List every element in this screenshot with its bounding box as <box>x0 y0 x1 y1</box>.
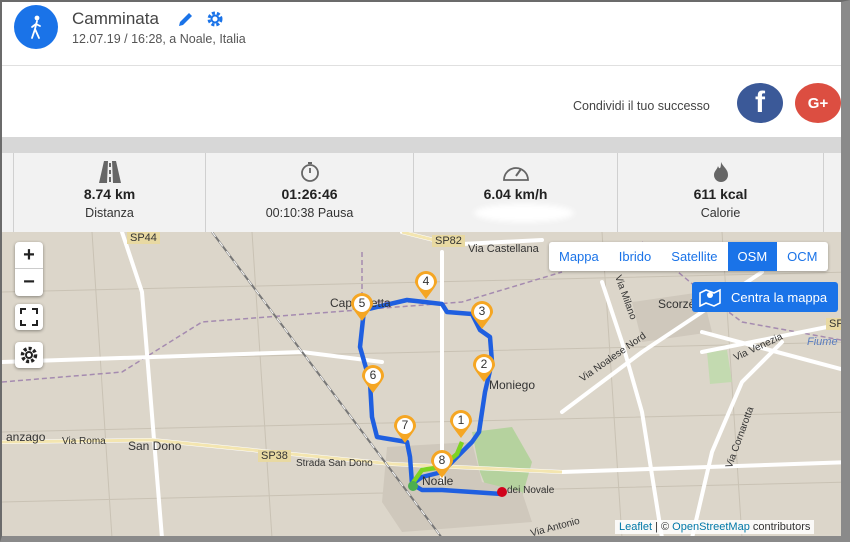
waypoint-marker[interactable]: 3 <box>470 301 494 331</box>
waypoint-number: 2 <box>480 357 488 371</box>
map-settings-button[interactable] <box>15 342 43 368</box>
waypoint-number: 8 <box>438 453 446 467</box>
waypoint-number: 7 <box>401 418 409 432</box>
stat-value: 611 kcal <box>693 186 748 202</box>
place-label: San Dono <box>128 439 182 453</box>
attribution-suffix: contributors <box>749 521 811 533</box>
waypoint-marker[interactable]: 4 <box>414 271 438 301</box>
stat-value: 8.74 km <box>83 186 136 202</box>
stat-label: Calorie <box>700 206 741 220</box>
zoom-in-button[interactable]: + <box>15 242 43 269</box>
zoom-out-button[interactable]: − <box>23 271 35 293</box>
fullscreen-icon <box>20 308 38 326</box>
fullscreen-button[interactable] <box>15 304 43 330</box>
divider-band <box>2 137 841 153</box>
map-center-icon <box>699 288 721 307</box>
stats-spacer <box>2 153 14 232</box>
gear-icon[interactable] <box>206 10 224 33</box>
stat-distance: 8.74 km Distanza <box>14 153 206 232</box>
stat-label: 00:10:38 Pausa <box>265 206 354 220</box>
zoom-control: + − <box>15 242 43 296</box>
stopwatch-icon <box>206 161 413 185</box>
speedometer-icon <box>414 161 617 185</box>
layer-ocm[interactable]: OCM <box>787 249 818 264</box>
walking-person-icon <box>14 5 58 49</box>
place-label: Moniego <box>489 378 536 392</box>
share-label: Condividi il tuo successo <box>573 99 710 113</box>
layer-ibrido[interactable]: Ibrido <box>618 249 652 264</box>
river-label: Fiume <box>807 336 838 348</box>
street-label: dei Novale <box>507 485 555 496</box>
waypoint-number: 6 <box>369 368 377 382</box>
map-attribution: Leaflet | © OpenStreetMap contributors <box>615 520 815 534</box>
stats-bar: 8.74 km Distanza 01:26:46 00:10:38 Pausa… <box>2 153 841 232</box>
waypoint-number: 4 <box>422 274 430 288</box>
activity-title: Camminata <box>72 9 159 28</box>
map-layer-switcher: Mappa Ibrido Satellite OSM OCM <box>549 242 828 271</box>
road-label: SP38 <box>258 450 291 462</box>
waypoint-marker[interactable]: 5 <box>350 293 374 323</box>
leaflet-link[interactable]: Leaflet <box>619 521 653 533</box>
pencil-icon[interactable] <box>177 10 195 33</box>
waypoint-marker[interactable]: 7 <box>393 415 417 445</box>
stat-label: Distanza <box>85 206 134 220</box>
layer-osm[interactable]: OSM <box>727 242 778 271</box>
activity-header: Camminata 12.07.19 / 16:28, a Noale, Ita… <box>2 2 841 66</box>
road-icon <box>14 161 205 185</box>
attribution-separator: | © <box>652 521 673 533</box>
place-label: anzago <box>6 430 46 444</box>
center-map-button[interactable]: Centra la mappa <box>692 282 838 312</box>
center-map-label: Centra la mappa <box>731 289 828 305</box>
activity-subtitle: 12.07.19 / 16:28, a Noale, Italia <box>72 32 246 46</box>
waypoint-marker[interactable]: 8 <box>430 450 454 480</box>
stat-value: 6.04 km/h <box>483 186 548 202</box>
osm-link[interactable]: OpenStreetMap <box>672 521 750 533</box>
waypoint-marker[interactable]: 2 <box>472 354 496 384</box>
facebook-share-button[interactable]: f <box>737 83 783 123</box>
stat-calories: 611 kcal Calorie <box>618 153 824 232</box>
road-label: SP5 <box>826 318 841 330</box>
waypoint-number: 3 <box>478 304 486 318</box>
flame-icon <box>618 161 823 185</box>
google-plus-share-button[interactable]: G+ <box>795 83 841 123</box>
waypoint-number: 1 <box>457 413 465 427</box>
stat-value: 01:26:46 <box>281 186 338 202</box>
street-label: Strada San Dono <box>296 458 373 469</box>
waypoint-marker[interactable]: 1 <box>449 410 473 440</box>
stat-duration: 01:26:46 00:10:38 Pausa <box>206 153 414 232</box>
waypoint-number: 5 <box>358 296 366 310</box>
road-label: SP82 <box>432 235 465 247</box>
place-label: Noale <box>422 474 454 488</box>
place-label: Scorzè <box>658 297 696 311</box>
street-label: Via Roma <box>62 436 106 447</box>
gear-icon <box>20 346 38 364</box>
stat-speed: 6.04 km/h <box>414 153 618 232</box>
waypoint-marker[interactable]: 6 <box>361 365 385 395</box>
layer-mappa[interactable]: Mappa <box>559 249 599 264</box>
road-label: SP44 <box>127 232 160 244</box>
blurred-region <box>474 204 574 222</box>
layer-satellite[interactable]: Satellite <box>671 249 718 264</box>
street-label: Via Castellana <box>468 243 539 255</box>
route-map[interactable]: SP44 SP82 Via Castellana Cappelletta Sco… <box>2 232 841 536</box>
